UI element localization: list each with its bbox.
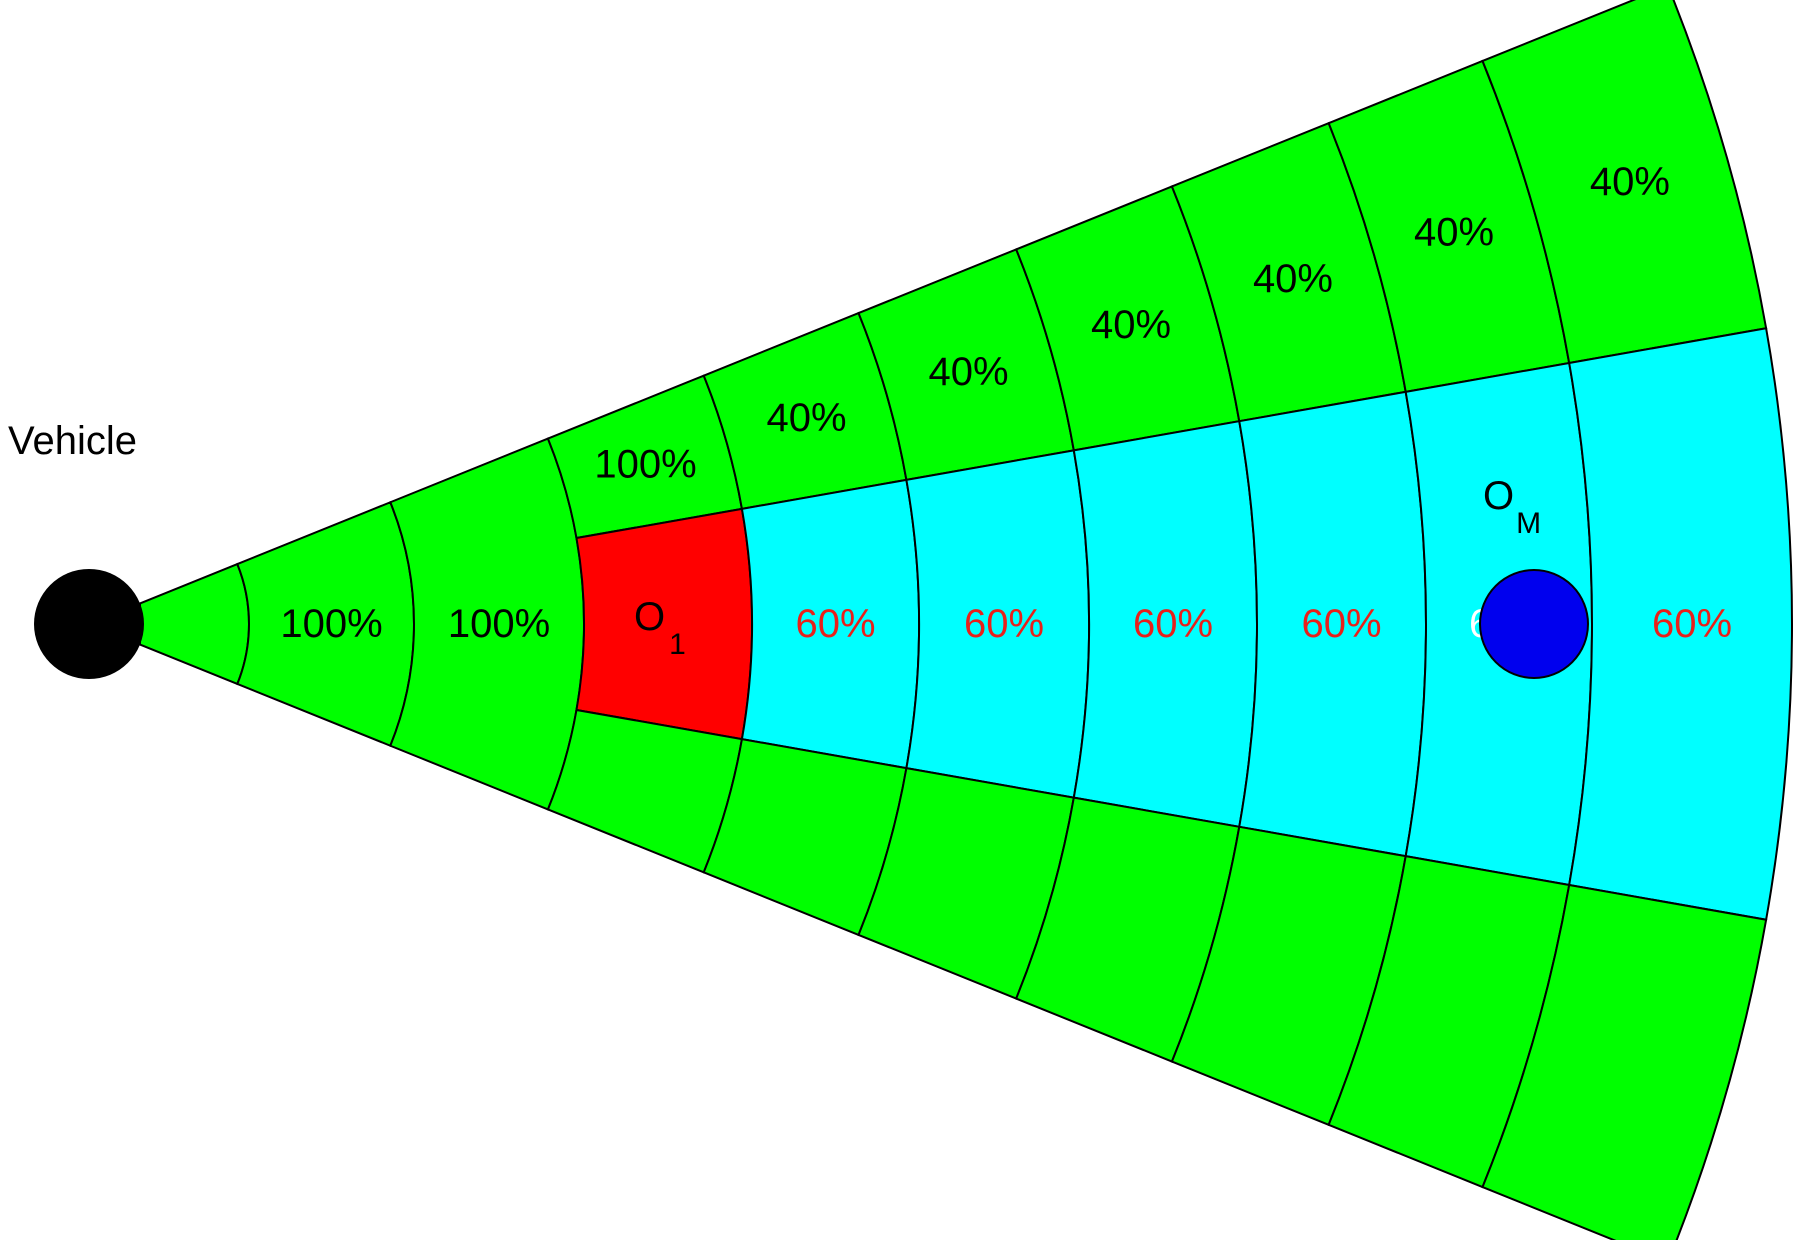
- ring-label-middle: 60%: [1301, 602, 1381, 646]
- object-o1-subscript: 1: [669, 628, 686, 661]
- object-om-base: O: [1483, 474, 1514, 518]
- grid-cells: [138, 0, 1794, 1240]
- ring-label-upper: 40%: [929, 350, 1009, 394]
- ring-labels: 100% 100% 100% 40% 60% 40% 60% 40% 60% 40% 60% 40% 6…: [280, 160, 1732, 646]
- moving-object-marker: [1479, 569, 1589, 679]
- object-om-label: OM: [1483, 474, 1541, 540]
- grid-cell-lower: [1481, 883, 1768, 1240]
- ring-label-middle: 60%: [1133, 602, 1213, 646]
- vehicle-marker: [34, 569, 144, 679]
- ring-label-middle: 60%: [1652, 602, 1732, 646]
- vehicle-label: Vehicle: [8, 419, 137, 463]
- ring-label-upper: 40%: [1091, 303, 1171, 347]
- ring-label-middle: 60%: [795, 602, 875, 646]
- object-o1-base: O: [634, 595, 665, 639]
- ring-label-upper: 40%: [767, 396, 847, 440]
- grid-cell-origin: [138, 562, 250, 686]
- ring-label-middle: 100%: [448, 602, 550, 646]
- ring-label-middle: 60%: [964, 602, 1044, 646]
- object-om-subscript: M: [1516, 507, 1541, 540]
- ring-label-upper: 40%: [1253, 257, 1333, 301]
- ring-label-upper: 100%: [594, 442, 696, 486]
- object-o1-label: O1: [634, 595, 686, 661]
- ring-label-middle: 100%: [280, 602, 382, 646]
- ring-label-upper: 40%: [1590, 160, 1670, 204]
- ring-label-upper: 40%: [1414, 211, 1494, 255]
